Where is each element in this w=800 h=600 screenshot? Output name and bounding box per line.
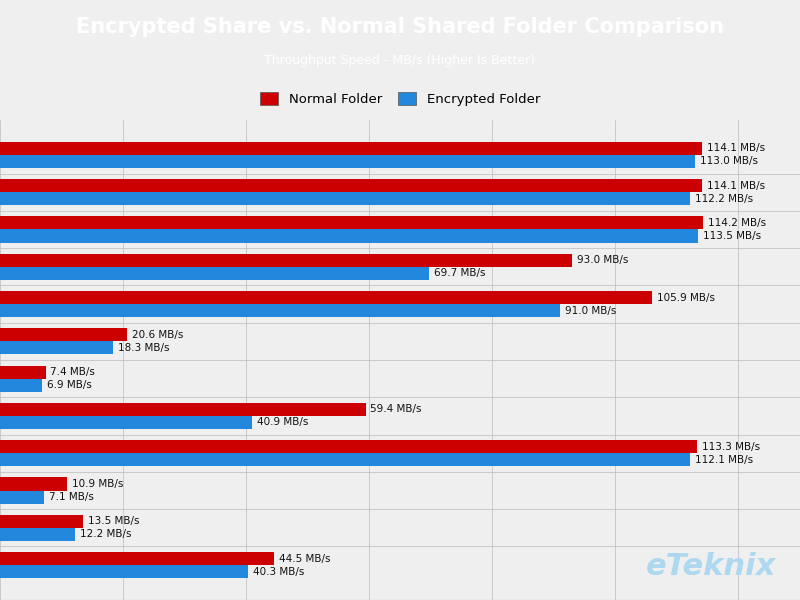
Text: 113.3 MB/s: 113.3 MB/s xyxy=(702,442,760,452)
Bar xyxy=(0,565,248,578)
Bar xyxy=(0,552,274,565)
Bar xyxy=(0,328,126,341)
Text: 20.6 MB/s: 20.6 MB/s xyxy=(132,330,183,340)
Text: 113.5 MB/s: 113.5 MB/s xyxy=(703,231,762,241)
Text: 10.9 MB/s: 10.9 MB/s xyxy=(72,479,123,489)
Bar xyxy=(0,416,252,429)
Bar xyxy=(0,403,366,416)
Text: 44.5 MB/s: 44.5 MB/s xyxy=(278,554,330,563)
Text: 69.7 MB/s: 69.7 MB/s xyxy=(434,268,486,278)
Text: 114.2 MB/s: 114.2 MB/s xyxy=(708,218,766,228)
Text: 93.0 MB/s: 93.0 MB/s xyxy=(578,255,629,265)
Text: 59.4 MB/s: 59.4 MB/s xyxy=(370,404,422,415)
Text: 114.1 MB/s: 114.1 MB/s xyxy=(707,181,766,191)
Legend: Normal Folder, Encrypted Folder: Normal Folder, Encrypted Folder xyxy=(260,92,540,106)
Bar xyxy=(0,179,702,192)
Bar xyxy=(0,453,690,466)
Bar xyxy=(0,528,75,541)
Text: 105.9 MB/s: 105.9 MB/s xyxy=(657,293,714,302)
Text: 114.1 MB/s: 114.1 MB/s xyxy=(707,143,766,154)
Text: 112.1 MB/s: 112.1 MB/s xyxy=(694,455,753,465)
Bar xyxy=(0,267,429,280)
Text: Encrypted Share vs. Normal Shared Folder Comparison: Encrypted Share vs. Normal Shared Folder… xyxy=(76,17,724,37)
Bar xyxy=(0,192,690,205)
Text: 113.0 MB/s: 113.0 MB/s xyxy=(700,157,758,166)
Text: 112.2 MB/s: 112.2 MB/s xyxy=(695,194,754,203)
Text: 7.4 MB/s: 7.4 MB/s xyxy=(50,367,95,377)
Text: 13.5 MB/s: 13.5 MB/s xyxy=(88,517,139,526)
Text: 7.1 MB/s: 7.1 MB/s xyxy=(49,492,94,502)
Bar xyxy=(0,341,113,355)
Bar xyxy=(0,365,46,379)
Bar xyxy=(0,478,67,491)
Text: 6.9 MB/s: 6.9 MB/s xyxy=(47,380,92,390)
Text: 91.0 MB/s: 91.0 MB/s xyxy=(565,305,616,316)
Bar xyxy=(0,515,83,528)
Text: 40.9 MB/s: 40.9 MB/s xyxy=(257,418,308,427)
Bar xyxy=(0,229,698,242)
Bar xyxy=(0,379,42,392)
Text: 12.2 MB/s: 12.2 MB/s xyxy=(80,529,131,539)
Bar xyxy=(0,440,698,453)
Text: eTeknix: eTeknix xyxy=(646,552,776,581)
Bar xyxy=(0,254,572,267)
Text: 18.3 MB/s: 18.3 MB/s xyxy=(118,343,169,353)
Text: 40.3 MB/s: 40.3 MB/s xyxy=(253,566,304,577)
Bar xyxy=(0,491,44,503)
Bar xyxy=(0,217,702,229)
Bar xyxy=(0,304,560,317)
Bar xyxy=(0,155,695,168)
Bar xyxy=(0,291,652,304)
Text: Throughput Speed - MB/s (Higher Is Better): Throughput Speed - MB/s (Higher Is Bette… xyxy=(265,55,535,67)
Bar xyxy=(0,142,702,155)
